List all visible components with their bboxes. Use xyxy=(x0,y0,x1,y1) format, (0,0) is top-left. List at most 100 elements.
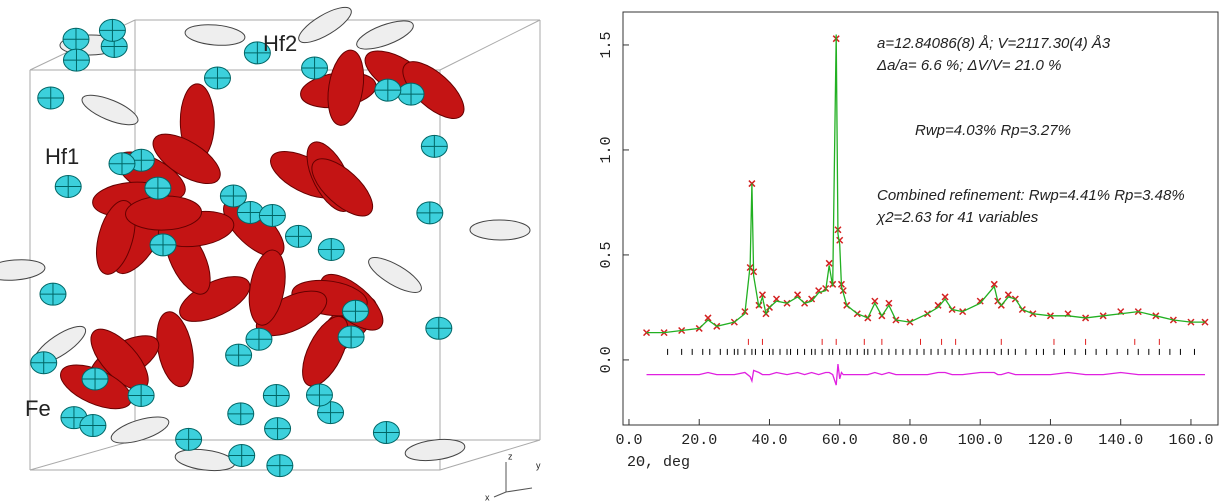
observed-point xyxy=(836,236,844,244)
red-atom xyxy=(302,315,349,387)
observed-point xyxy=(941,293,949,301)
cyan-atom-cross xyxy=(338,325,365,348)
cyan-atom-cross xyxy=(175,428,202,451)
annotation: Δa/a= 6.6 %; ΔV/V= 21.0 % xyxy=(876,57,1061,74)
observed-point xyxy=(871,297,879,305)
cyan-atom-cross xyxy=(128,384,155,407)
x-tick-label: 60.0 xyxy=(822,432,858,449)
annotation: a=12.84086(8) Å; V=2117.30(4) Å3 xyxy=(877,35,1111,52)
x-tick-label: 120.0 xyxy=(1028,432,1073,449)
atom-label: Fe xyxy=(25,396,51,421)
observed-point xyxy=(1004,291,1012,299)
cyan-atom-cross xyxy=(30,351,57,374)
white-atom xyxy=(81,94,139,126)
y-tick-label: 1.5 xyxy=(598,31,615,58)
cell-edge xyxy=(439,439,541,471)
cyan-atom-cross xyxy=(416,201,443,224)
cyan-atom-cross xyxy=(266,454,293,477)
axis-triad-label: z xyxy=(508,451,513,461)
red-atom xyxy=(96,199,136,275)
white-atom xyxy=(469,219,531,241)
x-axis-label: 2Θ, deg xyxy=(627,454,690,471)
cyan-atom-cross xyxy=(301,56,328,79)
x-tick-label: 80.0 xyxy=(892,432,928,449)
cyan-atom-cross xyxy=(55,175,82,198)
cyan-atom-cross xyxy=(421,135,448,158)
cyan-atom-cross xyxy=(60,406,87,429)
cyan-atom-cross xyxy=(150,233,177,256)
cyan-atom-cross xyxy=(237,201,264,224)
x-tick-label: 0.0 xyxy=(615,432,642,449)
cyan-atom-cross xyxy=(227,402,254,425)
cyan-atom-cross xyxy=(373,421,400,444)
y-tick-label: 0.5 xyxy=(598,241,615,268)
observed-point xyxy=(758,291,766,299)
cyan-atom-cross xyxy=(425,317,452,340)
cyan-atom-cross xyxy=(204,66,231,89)
annotation: χ2=2.63 for 41 variables xyxy=(875,209,1039,226)
axis-arrow xyxy=(493,491,507,498)
red-atom xyxy=(327,49,365,126)
observed-point xyxy=(990,280,998,288)
x-tick-label: 20.0 xyxy=(681,432,717,449)
cyan-atom-cross xyxy=(62,28,89,51)
white-atom xyxy=(110,416,170,444)
white-atom xyxy=(356,20,414,50)
white-atom xyxy=(298,6,352,44)
axis-arrow xyxy=(505,487,533,493)
white-atom xyxy=(184,24,246,46)
cyan-atom-cross xyxy=(318,238,345,261)
red-atom xyxy=(156,311,194,388)
annotation: Rwp=4.03% Rp=3.27% xyxy=(915,122,1071,139)
cyan-atom-cross xyxy=(37,86,64,109)
cyan-atom-cross xyxy=(264,417,291,440)
observed-point xyxy=(825,259,833,267)
observed-point xyxy=(704,314,712,322)
cell-edge xyxy=(439,19,541,71)
red-atom xyxy=(248,249,286,326)
cyan-atom-cross xyxy=(263,384,290,407)
cyan-atom-cross xyxy=(244,41,271,64)
observed-point xyxy=(794,291,802,299)
observed-point xyxy=(976,297,984,305)
cyan-atom-cross xyxy=(285,225,312,248)
cyan-atom-cross xyxy=(225,344,252,367)
cyan-atom-cross xyxy=(374,79,401,102)
cyan-atom-cross xyxy=(342,300,369,323)
cyan-atom-cross xyxy=(39,283,66,306)
cyan-atom-cross xyxy=(398,83,425,106)
x-tick-label: 40.0 xyxy=(751,432,787,449)
x-tick-label: 160.0 xyxy=(1168,432,1213,449)
cyan-atom-cross xyxy=(306,383,333,406)
observed-point xyxy=(885,299,893,307)
observed-point xyxy=(643,329,651,337)
cyan-atom-cross xyxy=(259,204,286,227)
axis-triad-label: y xyxy=(536,460,541,470)
plot-frame xyxy=(622,11,1219,426)
white-atom xyxy=(404,438,466,462)
profile-line xyxy=(646,34,1205,334)
cyan-atom-cross xyxy=(245,328,272,351)
red-atom xyxy=(402,61,465,119)
red-atom xyxy=(152,133,221,185)
cyan-atom-cross xyxy=(99,19,126,42)
profile-line xyxy=(646,364,1205,386)
white-atom xyxy=(0,259,46,281)
observed-point xyxy=(934,301,942,309)
axis-triad-label: x xyxy=(485,492,490,502)
white-atom xyxy=(368,257,422,293)
cyan-atom-cross xyxy=(317,401,344,424)
y-tick-label: 0.0 xyxy=(598,346,615,373)
atom-label: Hf2 xyxy=(263,31,297,56)
cyan-atom-cross xyxy=(108,152,135,175)
red-atom xyxy=(311,158,374,217)
y-tick-label: 1.0 xyxy=(598,136,615,163)
cyan-atom-cross xyxy=(63,49,90,72)
x-tick-label: 100.0 xyxy=(958,432,1003,449)
cell-edge xyxy=(29,439,136,471)
atom-label: Hf1 xyxy=(45,144,79,169)
cyan-atom-cross xyxy=(220,184,247,207)
cyan-atom-cross xyxy=(79,414,106,437)
